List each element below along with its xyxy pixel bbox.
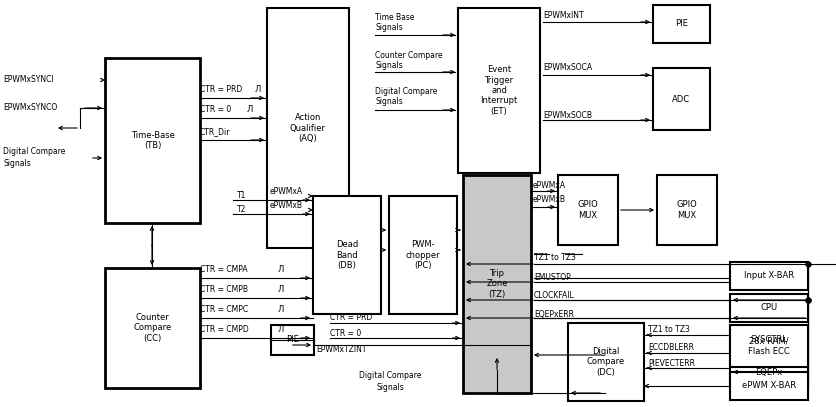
Text: Counter Compare: Counter Compare — [375, 50, 442, 59]
Text: Time Base: Time Base — [375, 13, 415, 22]
Bar — [730, 358, 808, 386]
Text: Digital Compare: Digital Compare — [375, 88, 437, 96]
Bar — [105, 268, 200, 388]
Text: TZ1 to TZ3: TZ1 to TZ3 — [648, 326, 690, 335]
Text: Time-Base
(TB): Time-Base (TB) — [130, 131, 175, 150]
Text: ePWMxB: ePWMxB — [533, 195, 566, 204]
Text: Digital
Compare
(DC): Digital Compare (DC) — [587, 347, 625, 377]
Text: PIEVECTERR: PIEVECTERR — [648, 359, 695, 368]
Text: EPWMxTZINT: EPWMxTZINT — [316, 346, 366, 354]
Text: SYSCTRL: SYSCTRL — [751, 335, 788, 344]
Text: CTR = PRD: CTR = PRD — [200, 85, 242, 94]
Text: Digital Compare: Digital Compare — [3, 147, 65, 157]
Text: EPWMxSOCA: EPWMxSOCA — [543, 63, 592, 72]
Text: CPU: CPU — [761, 304, 777, 313]
Text: PWM-
chopper
(PC): PWM- chopper (PC) — [405, 240, 441, 270]
Text: EPWMxSYNCI: EPWMxSYNCI — [3, 76, 54, 85]
Text: CTR = PRD: CTR = PRD — [330, 313, 372, 322]
Bar — [730, 294, 808, 322]
Text: Signals: Signals — [376, 383, 404, 392]
Text: Л: Л — [255, 85, 262, 94]
Text: Input X-BAR: Input X-BAR — [744, 271, 794, 280]
Bar — [730, 325, 808, 367]
Text: CTR = CMPB: CTR = CMPB — [200, 285, 248, 295]
Text: Signals: Signals — [3, 158, 31, 168]
Bar — [463, 175, 531, 393]
Text: Counter
Compare
(CC): Counter Compare (CC) — [134, 313, 171, 343]
Bar — [267, 8, 349, 248]
Text: Signals: Signals — [375, 24, 403, 33]
Text: EPWMxSYNCO: EPWMxSYNCO — [3, 103, 57, 112]
Text: Trip
Zone
(TZ): Trip Zone (TZ) — [487, 269, 507, 299]
Text: EQEPxERR: EQEPxERR — [534, 309, 574, 319]
Bar — [653, 5, 710, 43]
Text: Л: Л — [278, 306, 284, 315]
Text: EPWMxSOCB: EPWMxSOCB — [543, 110, 592, 120]
Text: T2: T2 — [237, 206, 247, 214]
Text: Digital Compare: Digital Compare — [359, 372, 421, 381]
Text: Л: Л — [278, 265, 284, 274]
Text: ECCDBLERR: ECCDBLERR — [648, 344, 694, 352]
Text: Event
Trigger
and
Interrupt
(ET): Event Trigger and Interrupt (ET) — [481, 65, 517, 116]
Bar — [558, 175, 618, 245]
Text: Signals: Signals — [375, 61, 403, 70]
Text: CTR = CMPC: CTR = CMPC — [200, 306, 248, 315]
Bar — [458, 8, 540, 173]
Text: Dead
Band
(DB): Dead Band (DB) — [336, 240, 358, 270]
Text: ePWM X-BAR: ePWM X-BAR — [742, 381, 796, 390]
Text: Signals: Signals — [375, 98, 403, 107]
Text: CTR = CMPA: CTR = CMPA — [200, 265, 247, 274]
Text: ePWMxA: ePWMxA — [533, 180, 566, 190]
Text: EMUSTOP: EMUSTOP — [534, 274, 571, 282]
Bar — [568, 323, 644, 401]
Text: PIE: PIE — [675, 20, 688, 28]
Text: Л: Л — [278, 285, 284, 295]
Text: 28x RAM/
Flash ECC: 28x RAM/ Flash ECC — [748, 336, 790, 356]
Text: CTR = CMPD: CTR = CMPD — [200, 326, 249, 335]
Bar — [653, 68, 710, 130]
Bar — [105, 58, 200, 223]
Bar — [730, 372, 808, 400]
Text: GPIO
MUX: GPIO MUX — [578, 200, 599, 220]
Bar — [657, 175, 717, 245]
Text: EQEPx: EQEPx — [756, 368, 782, 376]
Text: T1: T1 — [237, 192, 247, 201]
Text: Л: Л — [247, 105, 253, 114]
Text: ePWMxA: ePWMxA — [270, 188, 303, 197]
Text: GPIO
MUX: GPIO MUX — [676, 200, 697, 220]
Text: CLOCKFAIL: CLOCKFAIL — [534, 291, 575, 300]
Text: PIE: PIE — [286, 335, 299, 344]
Text: CTR_Dir: CTR_Dir — [200, 127, 231, 136]
Bar — [730, 326, 808, 354]
Bar — [313, 196, 381, 314]
Text: ePWMxB: ePWMxB — [270, 201, 303, 210]
Text: TZ1 to TZ3: TZ1 to TZ3 — [534, 254, 576, 263]
Bar — [389, 196, 457, 314]
Text: CTR = 0: CTR = 0 — [330, 330, 361, 339]
Text: EPWMxINT: EPWMxINT — [543, 11, 584, 20]
Text: CTR = 0: CTR = 0 — [200, 105, 232, 114]
Bar — [271, 325, 314, 355]
Text: ADC: ADC — [672, 94, 691, 103]
Text: Л: Л — [278, 326, 284, 335]
Text: Action
Qualifier
(AQ): Action Qualifier (AQ) — [290, 113, 326, 143]
Bar — [730, 262, 808, 290]
